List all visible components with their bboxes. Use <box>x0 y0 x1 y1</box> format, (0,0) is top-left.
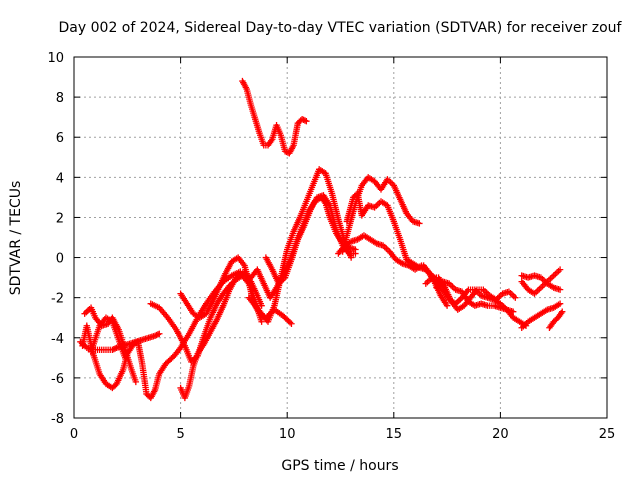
series-track-t <box>518 266 564 297</box>
x-tick-label: 15 <box>386 427 403 442</box>
series-track-e <box>134 268 244 402</box>
data-point <box>301 117 309 124</box>
data-point <box>151 332 159 339</box>
y-tick-label: 0 <box>56 252 64 267</box>
series-track-d <box>87 314 129 362</box>
data-point <box>112 345 119 352</box>
data-point <box>556 266 564 273</box>
y-tick-label: -4 <box>51 332 64 347</box>
data-point <box>109 346 116 354</box>
y-tick-label: 6 <box>56 131 64 146</box>
series-track-u <box>518 272 564 293</box>
data-point <box>153 331 160 339</box>
y-tick-label: -6 <box>51 372 64 387</box>
data-point <box>286 319 294 326</box>
series-track-b <box>79 322 142 392</box>
x-tick-label: 25 <box>599 427 616 442</box>
data-point <box>288 320 295 327</box>
y-tick-label: 2 <box>56 211 64 226</box>
x-tick-label: 20 <box>492 427 509 442</box>
plot-frame <box>73 56 608 419</box>
data-point <box>559 308 566 315</box>
series-track-m <box>335 232 451 309</box>
data-point <box>509 308 517 315</box>
data-point <box>132 378 140 386</box>
series-track-g <box>177 268 265 402</box>
x-tick-label: 0 <box>70 427 78 442</box>
data-point <box>443 302 451 309</box>
x-tick-label: 5 <box>176 427 184 442</box>
data-point <box>258 318 265 325</box>
series-track-k <box>262 192 359 287</box>
data-point <box>416 220 423 227</box>
series-track-r <box>433 278 517 315</box>
x-axis-label: GPS time / hours <box>281 458 398 474</box>
data-point <box>121 354 129 362</box>
data-point <box>298 115 306 123</box>
y-tick-labels: -8 -6 -4 -2 0 2 4 6 8 10 <box>47 51 64 427</box>
y-tick-label: -8 <box>51 412 64 427</box>
series-track-s <box>518 300 564 331</box>
data-point <box>300 116 307 124</box>
y-tick-label: 4 <box>56 171 64 186</box>
x-tick-labels: 0 5 10 15 20 25 <box>70 427 615 442</box>
data-point <box>303 117 310 125</box>
data-point <box>352 250 359 257</box>
data-point <box>156 330 163 337</box>
series-track-v <box>546 308 566 331</box>
series-track-q <box>422 274 519 313</box>
data-point <box>110 345 117 353</box>
y-tick-label: -2 <box>51 292 64 307</box>
x-tick-label: 10 <box>279 427 296 442</box>
series-track-l <box>239 77 310 157</box>
data-point <box>258 302 265 309</box>
series-track-f <box>147 272 265 366</box>
data-point <box>512 294 519 301</box>
chart-title: Day 002 of 2024, Sidereal Day-to-day VTE… <box>59 20 623 36</box>
y-axis-label: SDTVAR / TECUs <box>8 181 24 296</box>
data-point <box>556 286 564 293</box>
data-point <box>556 300 564 307</box>
y-tick-label: 8 <box>56 91 64 106</box>
axis-ticks <box>73 56 608 419</box>
data-marks <box>77 77 566 402</box>
data-point <box>131 339 139 347</box>
data-point <box>154 331 162 338</box>
y-tick-label: 10 <box>47 51 64 66</box>
